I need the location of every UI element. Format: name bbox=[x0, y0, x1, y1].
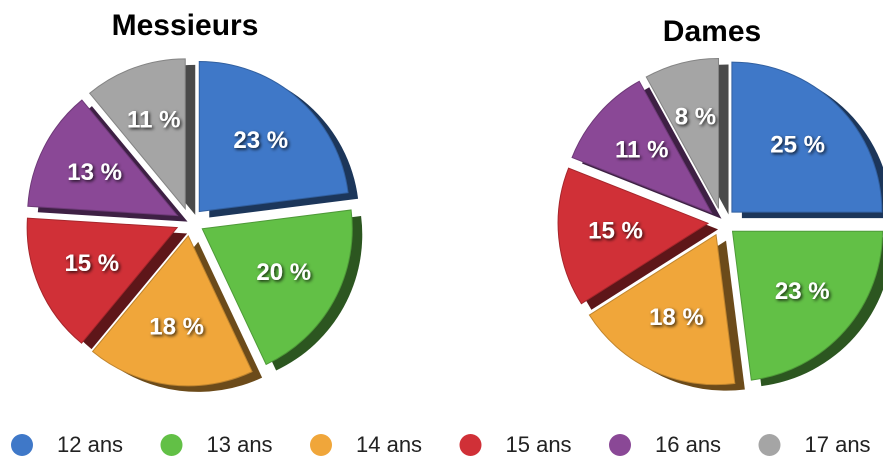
legend-label: 17 ans bbox=[805, 432, 871, 457]
legend-swatch bbox=[11, 434, 33, 456]
legend-label: 14 ans bbox=[356, 432, 422, 457]
slice bbox=[26, 217, 179, 344]
slice bbox=[731, 61, 883, 213]
chart-title: Dames bbox=[663, 15, 761, 48]
legend-swatch bbox=[609, 434, 631, 456]
slice bbox=[645, 57, 720, 209]
slice bbox=[201, 209, 353, 366]
value-label: 11 % bbox=[615, 137, 668, 164]
value-label: 13 % bbox=[67, 159, 122, 186]
legend-swatch bbox=[310, 434, 332, 456]
value-label: 15 % bbox=[64, 250, 119, 277]
value-label: 8 % bbox=[675, 104, 716, 131]
slice bbox=[88, 58, 186, 211]
slice bbox=[91, 234, 253, 387]
legend-swatch bbox=[758, 434, 781, 456]
legend-label: 16 ans bbox=[655, 432, 721, 457]
legend-label: 15 ans bbox=[506, 432, 572, 457]
slice bbox=[571, 80, 713, 214]
value-label: 15 % bbox=[588, 217, 643, 244]
slice bbox=[731, 230, 883, 381]
value-label: 23 % bbox=[775, 278, 830, 305]
slice bbox=[198, 60, 349, 213]
legend-label: 13 ans bbox=[207, 432, 273, 457]
value-label: 23 % bbox=[233, 127, 288, 154]
value-label: 25 % bbox=[770, 132, 825, 159]
value-label: 20 % bbox=[256, 259, 311, 286]
legend-label: 12 ans bbox=[57, 432, 123, 457]
chart-title: Messieurs bbox=[112, 9, 259, 42]
slice bbox=[557, 167, 710, 305]
slice bbox=[588, 233, 736, 386]
value-label: 18 % bbox=[649, 304, 704, 331]
value-label: 11 % bbox=[127, 107, 180, 134]
value-label: 18 % bbox=[149, 314, 204, 341]
legend-swatch bbox=[160, 434, 183, 456]
legend-swatch bbox=[459, 434, 482, 456]
slice bbox=[27, 99, 179, 217]
